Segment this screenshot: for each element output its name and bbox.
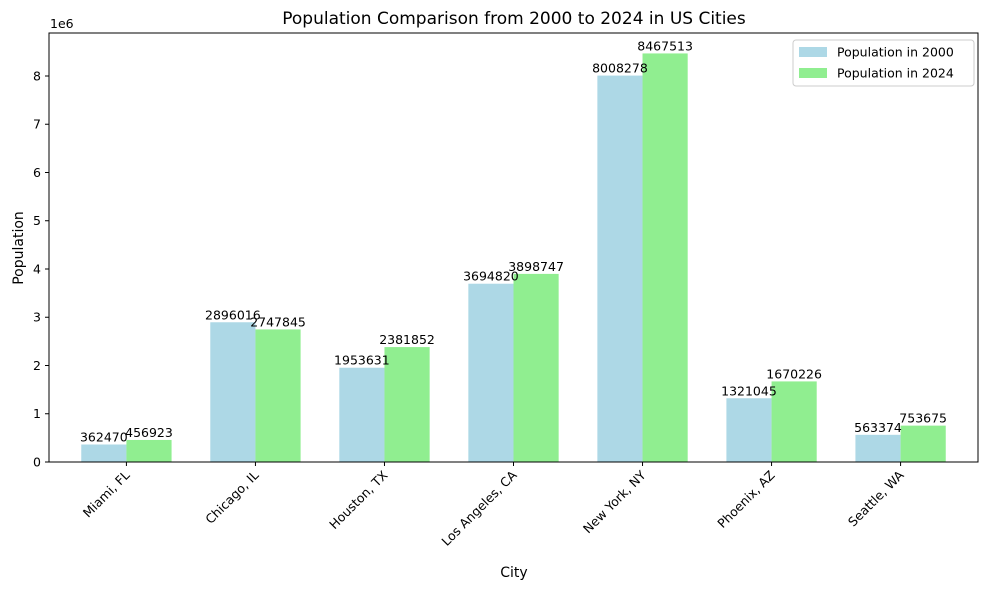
bar-2000 <box>597 75 643 462</box>
bar-2024 <box>513 273 559 462</box>
y-axis-offset-text: 1e6 <box>50 16 74 31</box>
bar-2000 <box>81 444 127 462</box>
bar-value-label: 456923 <box>125 425 173 440</box>
y-tick-label: 6 <box>33 165 41 180</box>
y-tick-label: 8 <box>33 68 41 83</box>
x-tick-label: Seattle, WA <box>845 467 907 529</box>
bars-group <box>81 53 946 463</box>
legend-box <box>792 39 975 87</box>
y-axis-ticks: 0 1 2 3 4 5 6 7 8 <box>33 68 49 470</box>
y-axis-label: Population <box>11 211 27 285</box>
bar-2000 <box>855 434 901 462</box>
bar-2000 <box>468 283 514 462</box>
x-tick-label: New York, NY <box>580 467 649 536</box>
legend-label: Population in 2000 <box>837 45 954 60</box>
bar-2024 <box>384 347 430 462</box>
y-tick-label: 5 <box>33 213 41 228</box>
x-tick-label: Miami, FL <box>80 467 133 520</box>
bar-2024 <box>771 381 817 462</box>
bar-value-label: 2896016 <box>205 307 261 322</box>
x-axis-ticks: Miami, FL Chicago, IL Houston, TX Los Angel… <box>80 462 907 549</box>
x-tick-label: Los Angeles, CA <box>438 467 520 549</box>
y-tick-label: 4 <box>33 261 41 276</box>
bar-2000 <box>339 367 385 462</box>
x-tick-label: Chicago, IL <box>202 467 261 526</box>
legend: Population in 2000 Population in 2024 <box>792 39 975 87</box>
bar-labels-group: 362470 2896016 1953631 3694820 8008278 132104… <box>80 38 947 444</box>
bar-value-label: 2381852 <box>379 332 435 347</box>
bar-value-label: 1953631 <box>334 353 390 368</box>
chart-title: Population Comparison from 2000 to 2024 … <box>282 9 746 29</box>
bar-value-label: 753675 <box>899 411 947 426</box>
plot-frame <box>48 32 979 463</box>
bar-value-label: 1321045 <box>721 383 777 398</box>
bar-value-label: 563374 <box>854 420 902 435</box>
bar-2000 <box>726 398 772 462</box>
bar-value-label: 8467513 <box>637 38 693 53</box>
y-tick-label: 7 <box>33 117 41 132</box>
legend-swatch <box>799 68 827 78</box>
y-tick-label: 0 <box>33 455 41 470</box>
bar-2024 <box>255 329 301 462</box>
bar-2024 <box>642 53 688 463</box>
bar-2024 <box>126 439 172 462</box>
bar-value-label: 1670226 <box>766 366 822 381</box>
x-tick-label: Houston, TX <box>326 467 391 532</box>
x-tick-label: Phoenix, AZ <box>714 468 777 531</box>
y-tick-label: 2 <box>33 358 41 373</box>
bar-value-label: 2747845 <box>250 314 306 329</box>
bar-value-label: 3694820 <box>463 269 519 284</box>
bar-value-label: 3898747 <box>508 259 564 274</box>
bar-2000 <box>210 322 256 462</box>
bar-2024 <box>900 425 946 462</box>
bar-value-label: 8008278 <box>592 61 648 76</box>
y-tick-label: 1 <box>33 406 41 421</box>
x-axis-label: City <box>500 565 527 581</box>
bar-value-label: 362470 <box>80 430 128 445</box>
legend-label: Population in 2024 <box>837 66 954 81</box>
y-tick-label: 3 <box>33 310 41 325</box>
legend-swatch <box>799 47 827 57</box>
